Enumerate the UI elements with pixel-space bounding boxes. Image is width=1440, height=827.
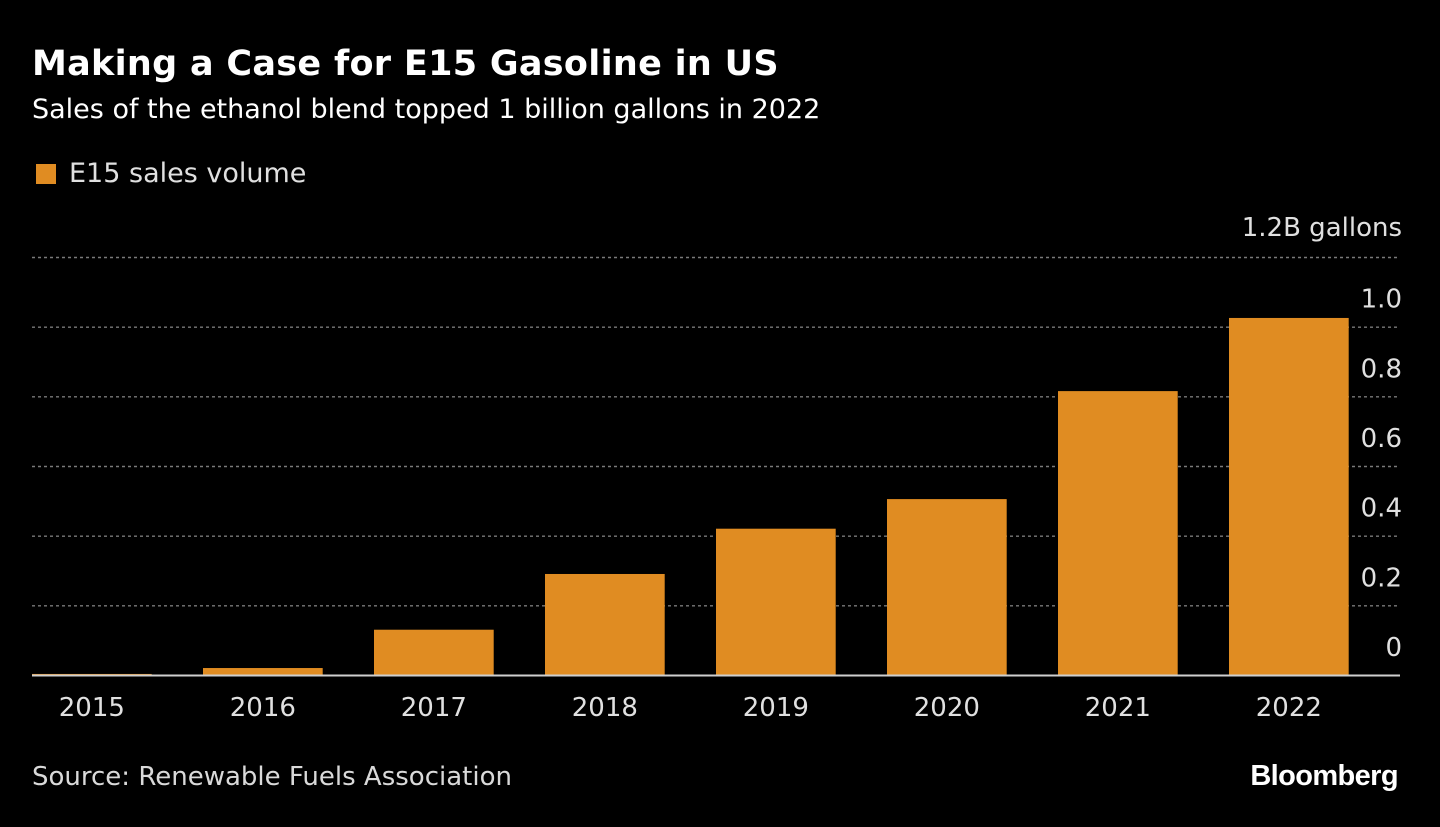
y-unit-label: 1.2B gallons (1242, 213, 1402, 243)
x-tick-label: 2020 (914, 693, 980, 723)
bar-2022 (1229, 317, 1349, 675)
bar-2020 (887, 499, 1007, 675)
x-tick-label: 2015 (59, 693, 125, 723)
bar-chart: 0 0.2 0.4 0.6 0.8 1.0 1.2B gallons 2015 2016 2017… (32, 213, 1402, 723)
x-tick-label: 2018 (572, 693, 638, 723)
bar-2018 (545, 573, 665, 675)
tick-labels: 0 0.2 0.4 0.6 0.8 1.0 1.2B gallons 2015 2016 2017… (59, 213, 1402, 723)
legend-swatch (36, 163, 56, 184)
x-tick-label: 2017 (401, 693, 467, 723)
x-tick-label: 2022 (1256, 693, 1322, 723)
y-tick-label: 1.0 (1361, 285, 1402, 315)
y-tick-label: 0.6 (1361, 424, 1402, 454)
bar-2016 (203, 668, 323, 675)
x-tick-label: 2021 (1085, 693, 1151, 723)
chart-subtitle: Sales of the ethanol blend topped 1 bill… (32, 94, 821, 125)
x-tick-label: 2019 (743, 693, 809, 723)
x-tick-label: 2016 (230, 693, 296, 723)
bar-2021 (1058, 391, 1178, 675)
bloomberg-logo: Bloomberg (1250, 760, 1398, 792)
bar-2017 (374, 629, 494, 675)
chart-title: Making a Case for E15 Gasoline in US (32, 44, 779, 84)
bar-2019 (716, 528, 836, 675)
bar-2015 (32, 673, 152, 675)
source-note: Source: Renewable Fuels Association (32, 762, 512, 792)
y-tick-label: 0 (1385, 633, 1402, 663)
y-tick-label: 0.2 (1361, 563, 1402, 593)
y-tick-label: 0.8 (1361, 354, 1402, 384)
y-tick-label: 0.4 (1361, 494, 1402, 524)
legend-label: E15 sales volume (69, 158, 307, 189)
legend: E15 sales volume (36, 158, 306, 189)
bars (32, 317, 1349, 675)
